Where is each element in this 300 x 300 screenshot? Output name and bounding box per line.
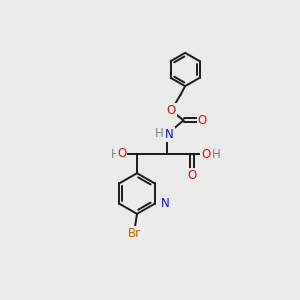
- Text: O: O: [187, 169, 196, 182]
- Text: O: O: [117, 147, 127, 160]
- Text: O: O: [167, 104, 176, 117]
- Text: H: H: [155, 127, 164, 140]
- Text: N: N: [165, 128, 174, 141]
- Text: O: O: [197, 114, 207, 127]
- Text: Br: Br: [128, 227, 141, 240]
- Text: H: H: [110, 148, 119, 161]
- Text: N: N: [160, 197, 169, 210]
- Text: O: O: [201, 148, 211, 161]
- Text: H: H: [212, 148, 220, 161]
